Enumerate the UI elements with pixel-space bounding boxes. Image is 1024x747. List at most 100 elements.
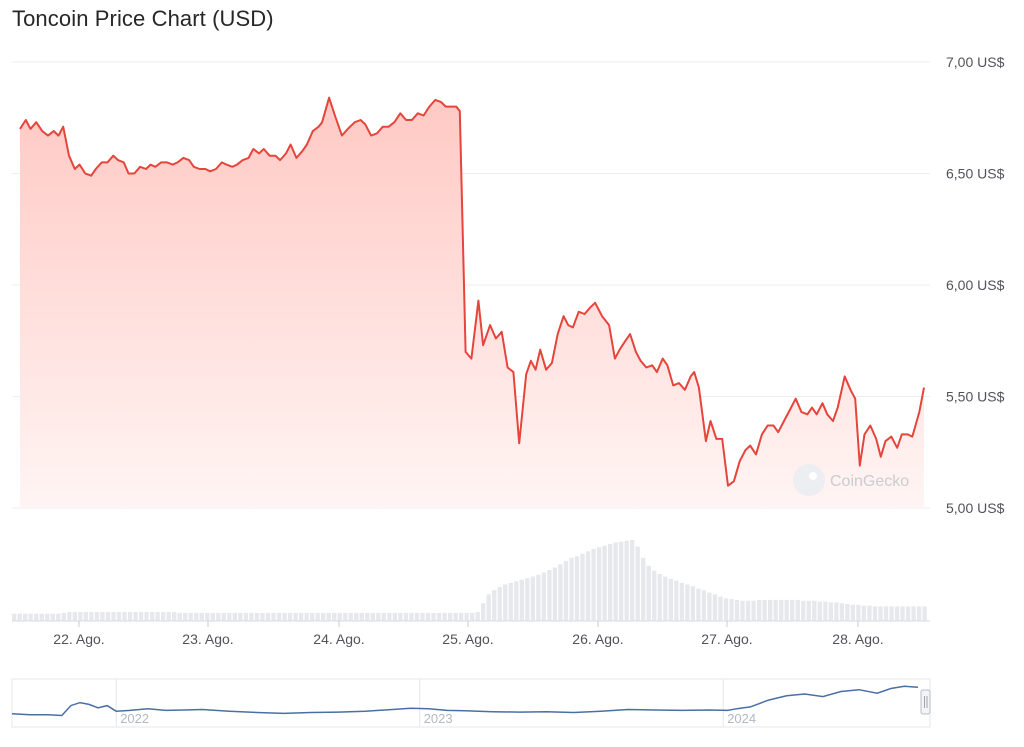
volume-bar [332,612,337,621]
volume-bar [28,613,33,621]
volume-bar [652,570,657,621]
volume-bar [696,588,701,621]
volume-bar [83,612,89,621]
volume-bar [293,612,298,621]
y-tick-label: 5,00 US$ [946,500,1005,516]
volume-bar [563,561,569,621]
volume-bar [470,612,475,621]
volume-bar [889,606,894,621]
volume-bar [304,612,309,621]
volume-bar [580,553,585,621]
volume-bar [271,612,276,621]
volume-bar [823,601,828,621]
volume-bar [718,596,723,621]
volume-bar [878,606,883,621]
volume-bar [922,606,927,621]
y-tick-label: 5,50 US$ [946,389,1005,405]
volume-bar [641,557,646,621]
volume-bar [646,565,651,621]
volume-bar [745,600,751,622]
volume-bar [663,576,668,622]
x-axis: 22. Ago. 23. Ago. 24. Ago. 25. Ago. 26. Ago.… [53,621,884,647]
volume-bar [911,606,916,621]
volume-bar [850,604,856,621]
volume-bar [801,600,806,622]
volume-bar [387,612,392,621]
volume-bar [205,612,210,621]
chart-title: Toncoin Price Chart (USD) [12,6,274,31]
volume-bar [900,606,905,621]
volume-bar [210,612,215,621]
volume-bar [436,612,442,621]
volume-bar [431,612,436,621]
coingecko-watermark: CoinGecko [793,464,909,496]
volume-bar [867,605,872,621]
range-navigator[interactable]: 2022 2023 2024 [11,678,931,728]
volume-bar [905,606,911,621]
x-tick-label: 27. Ago. [701,631,752,647]
x-tick-label: 24. Ago. [313,631,364,647]
volume-bar [354,612,359,621]
volume-bar [359,612,364,621]
volume-bar [243,612,249,621]
volume-bar [834,602,839,621]
volume-bar [574,556,580,621]
volume-bar [596,547,602,621]
volume-bar [690,586,696,621]
volume-bar [39,613,44,621]
volume-bar [232,612,238,621]
volume-bar [133,612,138,621]
volume-bar [23,613,28,621]
volume-bar [767,599,773,621]
volume-bar [701,590,707,621]
volume-bar [72,612,78,621]
volume-bar [541,572,547,621]
volume-bar [817,601,822,621]
volume-bar [254,612,260,621]
volume-bar [260,612,265,621]
volume-bar [872,606,878,621]
navigator-handle[interactable] [920,689,931,715]
volume-bar [414,612,420,621]
volume-bar [172,612,177,621]
volume-bar [50,613,55,621]
volume-bar [685,584,690,621]
volume-bar [398,612,403,621]
volume-bar [326,612,331,621]
volume-bar [481,603,486,621]
volume-bar [309,612,315,621]
volume-bar [762,599,767,621]
volume-bar [585,551,591,621]
volume-bar [425,612,431,621]
volume-bar [188,612,193,621]
volume-bar [315,612,320,621]
volume-bar [486,594,491,621]
volume-bar [729,599,734,621]
volume-bar [668,578,673,621]
navigator-line [11,685,919,717]
volume-bar [61,612,66,621]
volume-bar [773,599,778,621]
volume-bar [756,599,762,621]
volume-bar [514,581,519,621]
volume-bar [17,613,22,621]
volume-bar [183,612,188,621]
volume-bar [365,612,370,621]
gecko-eye-icon [809,472,817,480]
volume-bar [883,606,889,621]
volume-bar [166,612,171,621]
volume-bar [508,582,513,621]
volume-bar [238,612,243,621]
volume-bar [558,564,563,621]
volume-bar [94,612,100,621]
volume-bar [45,613,50,621]
volume-bar [298,612,304,621]
volume-bar [458,612,464,621]
volume-bar [127,612,133,621]
volume-bar [447,612,453,621]
volume-bar [249,612,254,621]
volume-bar [536,574,541,621]
volume-bar [122,612,127,621]
gecko-logo-icon [793,464,825,496]
